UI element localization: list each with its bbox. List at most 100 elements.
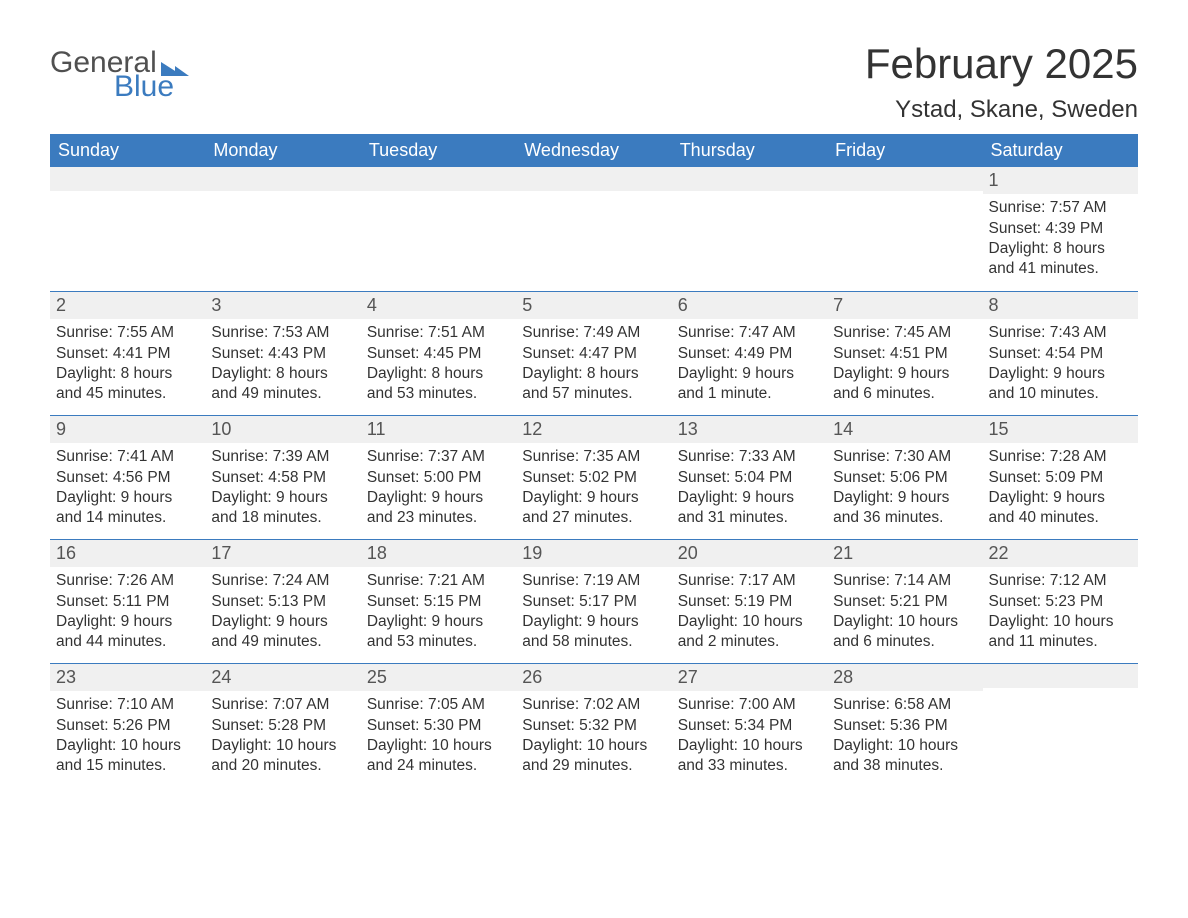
sunset-text: Sunset: 5:06 PM xyxy=(833,468,976,488)
daynum-row: 28 xyxy=(827,664,982,691)
daylight-text: Daylight: 8 hours and 57 minutes. xyxy=(522,364,665,404)
days-of-week-header: Sunday Monday Tuesday Wednesday Thursday… xyxy=(50,134,1138,167)
sunrise-text: Sunrise: 6:58 AM xyxy=(833,695,976,715)
sunrise-text: Sunrise: 7:12 AM xyxy=(989,571,1132,591)
calendar-cell: 19Sunrise: 7:19 AMSunset: 5:17 PMDayligh… xyxy=(516,540,671,663)
sunset-text: Sunset: 5:17 PM xyxy=(522,592,665,612)
sunset-text: Sunset: 4:58 PM xyxy=(211,468,354,488)
dow-wednesday: Wednesday xyxy=(516,134,671,167)
sunset-text: Sunset: 4:39 PM xyxy=(989,219,1132,239)
title-block: February 2025 Ystad, Skane, Sweden xyxy=(865,40,1138,124)
sunrise-text: Sunrise: 7:07 AM xyxy=(211,695,354,715)
sunrise-text: Sunrise: 7:26 AM xyxy=(56,571,199,591)
daynum-row: 6 xyxy=(672,292,827,319)
sunset-text: Sunset: 5:04 PM xyxy=(678,468,821,488)
daylight-text: Daylight: 9 hours and 40 minutes. xyxy=(989,488,1132,528)
sunrise-text: Sunrise: 7:37 AM xyxy=(367,447,510,467)
day-number: 7 xyxy=(833,295,843,315)
sunset-text: Sunset: 4:45 PM xyxy=(367,344,510,364)
sunrise-text: Sunrise: 7:14 AM xyxy=(833,571,976,591)
calendar-cell: 16Sunrise: 7:26 AMSunset: 5:11 PMDayligh… xyxy=(50,540,205,663)
sunset-text: Sunset: 4:54 PM xyxy=(989,344,1132,364)
daynum-row: 21 xyxy=(827,540,982,567)
daynum-row: 27 xyxy=(672,664,827,691)
daynum-row: 13 xyxy=(672,416,827,443)
calendar-cell xyxy=(50,167,205,291)
daylight-text: Daylight: 8 hours and 49 minutes. xyxy=(211,364,354,404)
daynum-row: 16 xyxy=(50,540,205,567)
sunset-text: Sunset: 5:21 PM xyxy=(833,592,976,612)
sunset-text: Sunset: 5:36 PM xyxy=(833,716,976,736)
calendar-cell: 6Sunrise: 7:47 AMSunset: 4:49 PMDaylight… xyxy=(672,292,827,415)
day-number: 19 xyxy=(522,543,542,563)
calendar: Sunday Monday Tuesday Wednesday Thursday… xyxy=(50,134,1138,787)
daylight-text: Daylight: 9 hours and 31 minutes. xyxy=(678,488,821,528)
day-number: 26 xyxy=(522,667,542,687)
sunrise-text: Sunrise: 7:39 AM xyxy=(211,447,354,467)
calendar-cell: 11Sunrise: 7:37 AMSunset: 5:00 PMDayligh… xyxy=(361,416,516,539)
sunset-text: Sunset: 5:19 PM xyxy=(678,592,821,612)
calendar-cell: 22Sunrise: 7:12 AMSunset: 5:23 PMDayligh… xyxy=(983,540,1138,663)
calendar-cell: 18Sunrise: 7:21 AMSunset: 5:15 PMDayligh… xyxy=(361,540,516,663)
daynum-row: 1 xyxy=(983,167,1138,194)
sunset-text: Sunset: 5:00 PM xyxy=(367,468,510,488)
daynum-row xyxy=(205,167,360,191)
daylight-text: Daylight: 9 hours and 49 minutes. xyxy=(211,612,354,652)
dow-sunday: Sunday xyxy=(50,134,205,167)
daylight-text: Daylight: 9 hours and 1 minute. xyxy=(678,364,821,404)
daynum-row xyxy=(361,167,516,191)
sunrise-text: Sunrise: 7:17 AM xyxy=(678,571,821,591)
day-number: 21 xyxy=(833,543,853,563)
daylight-text: Daylight: 10 hours and 24 minutes. xyxy=(367,736,510,776)
calendar-cell: 2Sunrise: 7:55 AMSunset: 4:41 PMDaylight… xyxy=(50,292,205,415)
day-number: 23 xyxy=(56,667,76,687)
daylight-text: Daylight: 9 hours and 27 minutes. xyxy=(522,488,665,528)
calendar-cell: 7Sunrise: 7:45 AMSunset: 4:51 PMDaylight… xyxy=(827,292,982,415)
calendar-cell: 17Sunrise: 7:24 AMSunset: 5:13 PMDayligh… xyxy=(205,540,360,663)
daynum-row: 19 xyxy=(516,540,671,567)
sunrise-text: Sunrise: 7:43 AM xyxy=(989,323,1132,343)
sunset-text: Sunset: 5:13 PM xyxy=(211,592,354,612)
calendar-cell xyxy=(516,167,671,291)
calendar-cell xyxy=(983,664,1138,787)
weeks-container: 1Sunrise: 7:57 AMSunset: 4:39 PMDaylight… xyxy=(50,167,1138,787)
calendar-cell: 13 Sunrise: 7:33 AMSunset: 5:04 PMDayligh… xyxy=(672,416,827,539)
daylight-text: Daylight: 10 hours and 38 minutes. xyxy=(833,736,976,776)
day-number: 15 xyxy=(989,419,1009,439)
sunset-text: Sunset: 5:02 PM xyxy=(522,468,665,488)
daynum-row: 24 xyxy=(205,664,360,691)
calendar-cell: 24Sunrise: 7:07 AMSunset: 5:28 PMDayligh… xyxy=(205,664,360,787)
sunrise-text: Sunrise: 7:53 AM xyxy=(211,323,354,343)
day-number: 28 xyxy=(833,667,853,687)
day-number: 4 xyxy=(367,295,377,315)
daynum-row: 12 xyxy=(516,416,671,443)
day-number: 1 xyxy=(989,170,999,190)
daynum-row: 14 xyxy=(827,416,982,443)
day-number: 6 xyxy=(678,295,688,315)
sunrise-text: Sunrise: 7:51 AM xyxy=(367,323,510,343)
calendar-cell: 3Sunrise: 7:53 AMSunset: 4:43 PMDaylight… xyxy=(205,292,360,415)
dow-saturday: Saturday xyxy=(983,134,1138,167)
week-row: 2Sunrise: 7:55 AMSunset: 4:41 PMDaylight… xyxy=(50,291,1138,415)
week-row: 16Sunrise: 7:26 AMSunset: 5:11 PMDayligh… xyxy=(50,539,1138,663)
calendar-cell: 23Sunrise: 7:10 AMSunset: 5:26 PMDayligh… xyxy=(50,664,205,787)
sunset-text: Sunset: 5:30 PM xyxy=(367,716,510,736)
sunrise-text: Sunrise: 7:47 AM xyxy=(678,323,821,343)
daylight-text: Daylight: 10 hours and 33 minutes. xyxy=(678,736,821,776)
daynum-row: 11 xyxy=(361,416,516,443)
daylight-text: Daylight: 9 hours and 58 minutes. xyxy=(522,612,665,652)
sunrise-text: Sunrise: 7:24 AM xyxy=(211,571,354,591)
logo-sail-icon-2 xyxy=(175,66,189,76)
calendar-cell: 28 Sunrise: 6:58 AMSunset: 5:36 PMDayligh… xyxy=(827,664,982,787)
daylight-text: Daylight: 10 hours and 15 minutes. xyxy=(56,736,199,776)
daynum-row xyxy=(827,167,982,191)
sunset-text: Sunset: 5:15 PM xyxy=(367,592,510,612)
daynum-row: 20 xyxy=(672,540,827,567)
daynum-row: 3 xyxy=(205,292,360,319)
sunrise-text: Sunrise: 7:33 AM xyxy=(678,447,821,467)
sunrise-text: Sunrise: 7:45 AM xyxy=(833,323,976,343)
calendar-cell: 8Sunrise: 7:43 AMSunset: 4:54 PMDaylight… xyxy=(983,292,1138,415)
daylight-text: Daylight: 10 hours and 20 minutes. xyxy=(211,736,354,776)
daylight-text: Daylight: 9 hours and 18 minutes. xyxy=(211,488,354,528)
day-number: 16 xyxy=(56,543,76,563)
